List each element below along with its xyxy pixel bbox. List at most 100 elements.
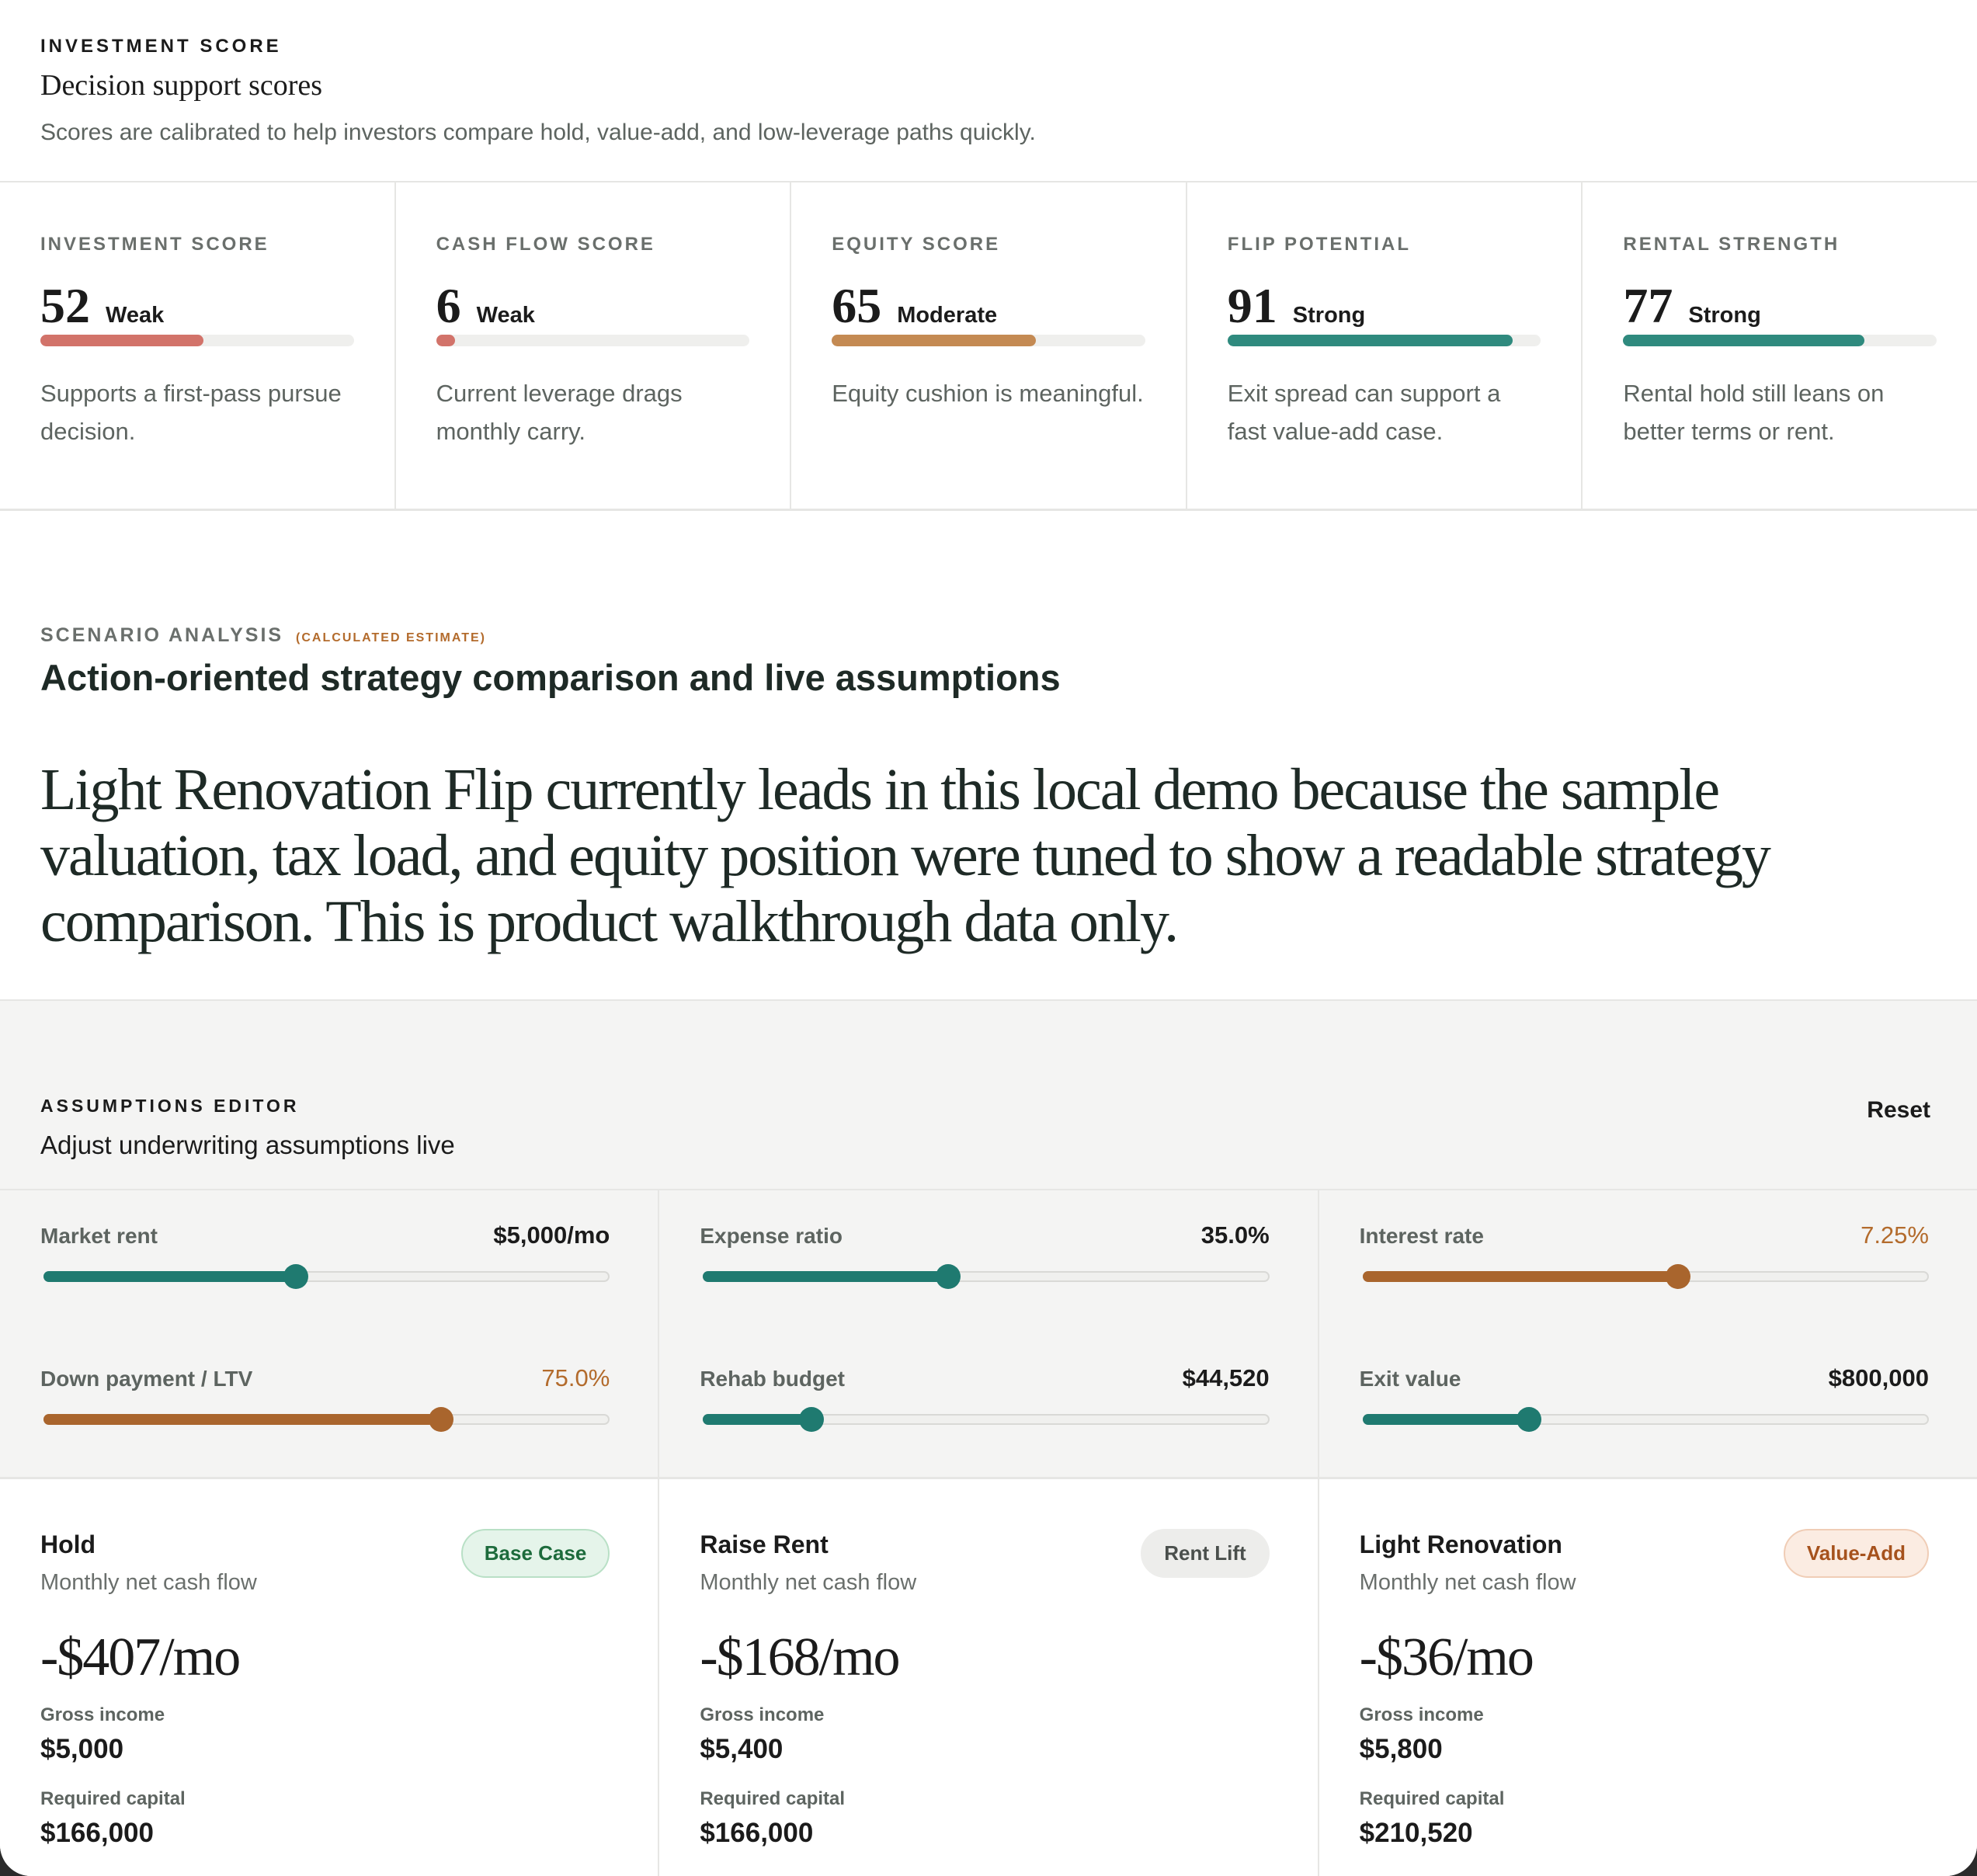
slider-fill (1362, 1271, 1677, 1282)
gross-income-value: $5,800 (1359, 1734, 1443, 1764)
score-bar (1227, 335, 1541, 346)
estimate-tag: (CALCULATED ESTIMATE) (296, 631, 486, 644)
slider-fill (43, 1414, 440, 1425)
strategy-card-hold: Hold Monthly net cash flow Base Case -$4… (0, 1479, 660, 1876)
required-capital-label: Required capital (40, 1788, 186, 1809)
slider-thumb[interactable] (936, 1264, 961, 1289)
slider-expense-ratio: Expense ratio 35.0% (700, 1221, 1270, 1289)
strategy-card-light-renovation: Light Renovation Monthly net cash flow V… (1319, 1479, 1977, 1876)
slider-value: 75.0% (541, 1364, 610, 1391)
score-note: Current leverage drags monthly carry. (436, 380, 683, 445)
slider-thumb[interactable] (283, 1264, 308, 1289)
score-card-investment: INVESTMENT SCORE 52 Weak Supports a firs… (0, 182, 396, 509)
score-bar (40, 335, 354, 346)
score-bar-fill (436, 335, 455, 346)
assumptions-eyebrow: ASSUMPTIONS EDITOR (40, 1096, 300, 1116)
slider-fill (43, 1271, 294, 1282)
slider-thumb[interactable] (799, 1407, 825, 1432)
strategy-badge: Rent Lift (1141, 1529, 1270, 1578)
scenario-title: Action-oriented strategy comparison and … (40, 657, 1061, 698)
slider-track[interactable] (703, 1407, 1270, 1432)
strategy-card-raise-rent: Raise Rent Monthly net cash flow Rent Li… (659, 1479, 1319, 1876)
slider-rehab-budget: Rehab budget $44,520 (700, 1364, 1270, 1432)
strategy-name: Light Renovation (1359, 1530, 1562, 1558)
assumptions-title: Adjust underwriting assumptions live (40, 1131, 455, 1159)
score-label: FLIP POTENTIAL (1227, 234, 1412, 255)
strategy-name: Raise Rent (700, 1530, 829, 1558)
score-rating: Weak (106, 303, 165, 328)
strategy-subtitle: Monthly net cash flow (1359, 1570, 1576, 1595)
score-note: Exit spread can support a fast value-add… (1227, 380, 1501, 445)
slider-thumb[interactable] (1517, 1407, 1542, 1432)
score-note: Supports a first-pass pursue decision. (40, 380, 342, 445)
score-rating: Moderate (897, 303, 998, 328)
slider-value: 35.0% (1200, 1221, 1270, 1249)
score-bar (436, 335, 750, 346)
score-bar-fill (40, 335, 203, 346)
strategy-name: Hold (40, 1530, 96, 1558)
strategy-subtitle: Monthly net cash flow (700, 1570, 917, 1595)
scenario-eyebrow-label: SCENARIO ANALYSIS (40, 624, 284, 646)
slider-exit-value: Exit value $800,000 (1359, 1364, 1929, 1432)
slider-column: Interest rate 7.25% Exit value $800,000 (1319, 1190, 1977, 1478)
slider-label: Down payment / LTV (40, 1367, 253, 1391)
required-capital-value: $166,000 (700, 1818, 814, 1848)
slider-label: Rehab budget (700, 1367, 845, 1391)
slider-track[interactable] (703, 1264, 1270, 1289)
slider-track[interactable] (43, 1264, 610, 1289)
score-card-equity: EQUITY SCORE 65 Moderate Equity cushion … (791, 182, 1187, 509)
score-label: CASH FLOW SCORE (436, 234, 655, 255)
scenario-eyebrow: SCENARIO ANALYSIS (CALCULATED ESTIMATE) (40, 624, 1937, 647)
section-title: Decision support scores (40, 69, 323, 102)
slider-value: $5,000/mo (493, 1221, 610, 1249)
section-eyebrow: INVESTMENT SCORE (40, 36, 282, 57)
scenario-header: SCENARIO ANALYSIS (CALCULATED ESTIMATE) … (40, 624, 1937, 699)
score-value: 91 (1227, 278, 1277, 333)
monthly-cash-flow: -$168/mo (700, 1628, 900, 1687)
score-value: 6 (436, 278, 461, 333)
slider-track[interactable] (1362, 1407, 1929, 1432)
reset-button[interactable]: Reset (1867, 1097, 1930, 1123)
score-card-cash-flow: CASH FLOW SCORE 6 Weak Current leverage … (396, 182, 792, 509)
required-capital-value: $210,520 (1359, 1818, 1473, 1848)
scenario-lead: Light Renovation Flip currently leads in… (40, 757, 1771, 954)
gross-income-value: $5,400 (700, 1734, 784, 1764)
slider-down-payment: Down payment / LTV 75.0% (40, 1364, 610, 1432)
slider-value: $44,520 (1182, 1364, 1270, 1391)
strategy-cards: Hold Monthly net cash flow Base Case -$4… (0, 1477, 1977, 1876)
required-capital-label: Required capital (700, 1788, 846, 1809)
slider-column: Expense ratio 35.0% Rehab budget $44,520 (659, 1190, 1319, 1478)
score-rating: Strong (1292, 303, 1366, 328)
gross-income-label: Gross income (700, 1704, 825, 1725)
slider-label: Exit value (1359, 1367, 1461, 1391)
section-description: Scores are calibrated to help investors … (40, 120, 1036, 145)
score-label: RENTAL STRENGTH (1623, 234, 1840, 255)
strategy-subtitle: Monthly net cash flow (40, 1570, 257, 1595)
score-bar (832, 335, 1145, 346)
slider-thumb[interactable] (1666, 1264, 1691, 1289)
strategy-badge: Value-Add (1783, 1529, 1929, 1578)
slider-value: $800,000 (1828, 1364, 1929, 1391)
score-note: Rental hold still leans on better terms … (1623, 380, 1885, 445)
score-value: 65 (832, 278, 882, 333)
score-bar-fill (1623, 335, 1865, 346)
gross-income-value: $5,000 (40, 1734, 124, 1764)
gross-income-label: Gross income (1359, 1704, 1484, 1725)
score-value: 52 (40, 278, 90, 333)
scores-header: INVESTMENT SCORE Decision support scores… (40, 36, 1937, 146)
score-bar-fill (832, 335, 1036, 346)
score-bar (1623, 335, 1937, 346)
score-card-rental: RENTAL STRENGTH 77 Strong Rental hold st… (1583, 182, 1977, 509)
slider-fill (1362, 1414, 1528, 1425)
slider-value: 7.25% (1861, 1221, 1929, 1249)
slider-thumb[interactable] (428, 1407, 453, 1432)
required-capital-value: $166,000 (40, 1818, 154, 1848)
slider-track[interactable] (1362, 1264, 1929, 1289)
score-note: Equity cushion is meaningful. (832, 380, 1144, 407)
score-label: INVESTMENT SCORE (40, 234, 269, 255)
slider-label: Interest rate (1359, 1224, 1484, 1248)
score-card-flip: FLIP POTENTIAL 91 Strong Exit spread can… (1187, 182, 1583, 509)
slider-track[interactable] (43, 1407, 610, 1432)
required-capital-label: Required capital (1359, 1788, 1505, 1809)
